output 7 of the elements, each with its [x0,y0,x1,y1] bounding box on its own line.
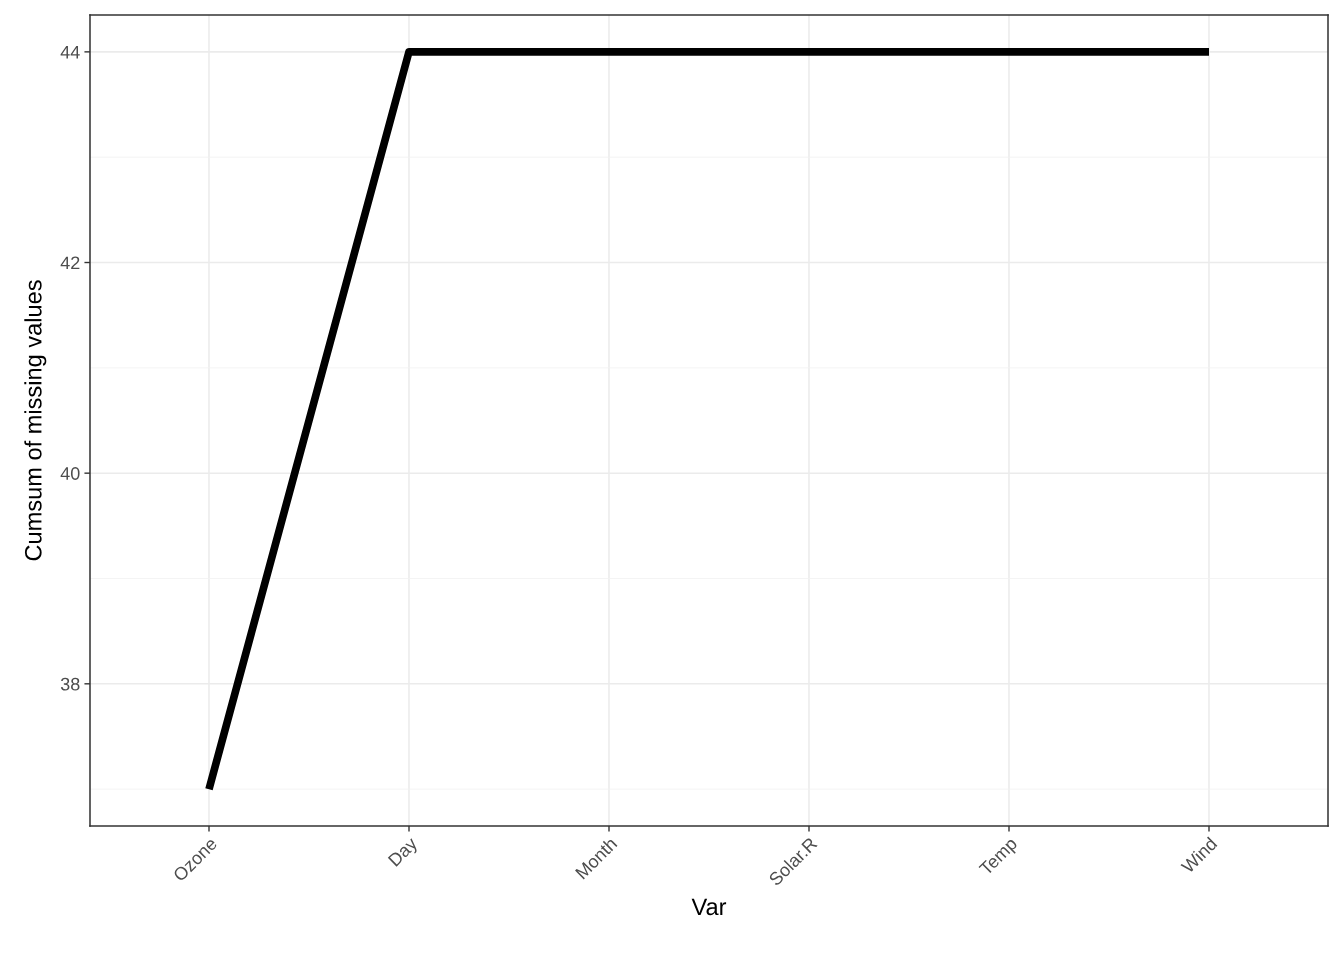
y-tick-label: 42 [60,256,80,270]
y-tick-label: 38 [60,677,80,691]
x-tick-label: Day [387,836,421,870]
y-tick-label: 40 [60,467,80,480]
y-tick-label: 44 [60,45,80,59]
x-axis-title: Var [691,898,727,916]
y-axis-title: Cumsum of missing values [24,280,47,561]
